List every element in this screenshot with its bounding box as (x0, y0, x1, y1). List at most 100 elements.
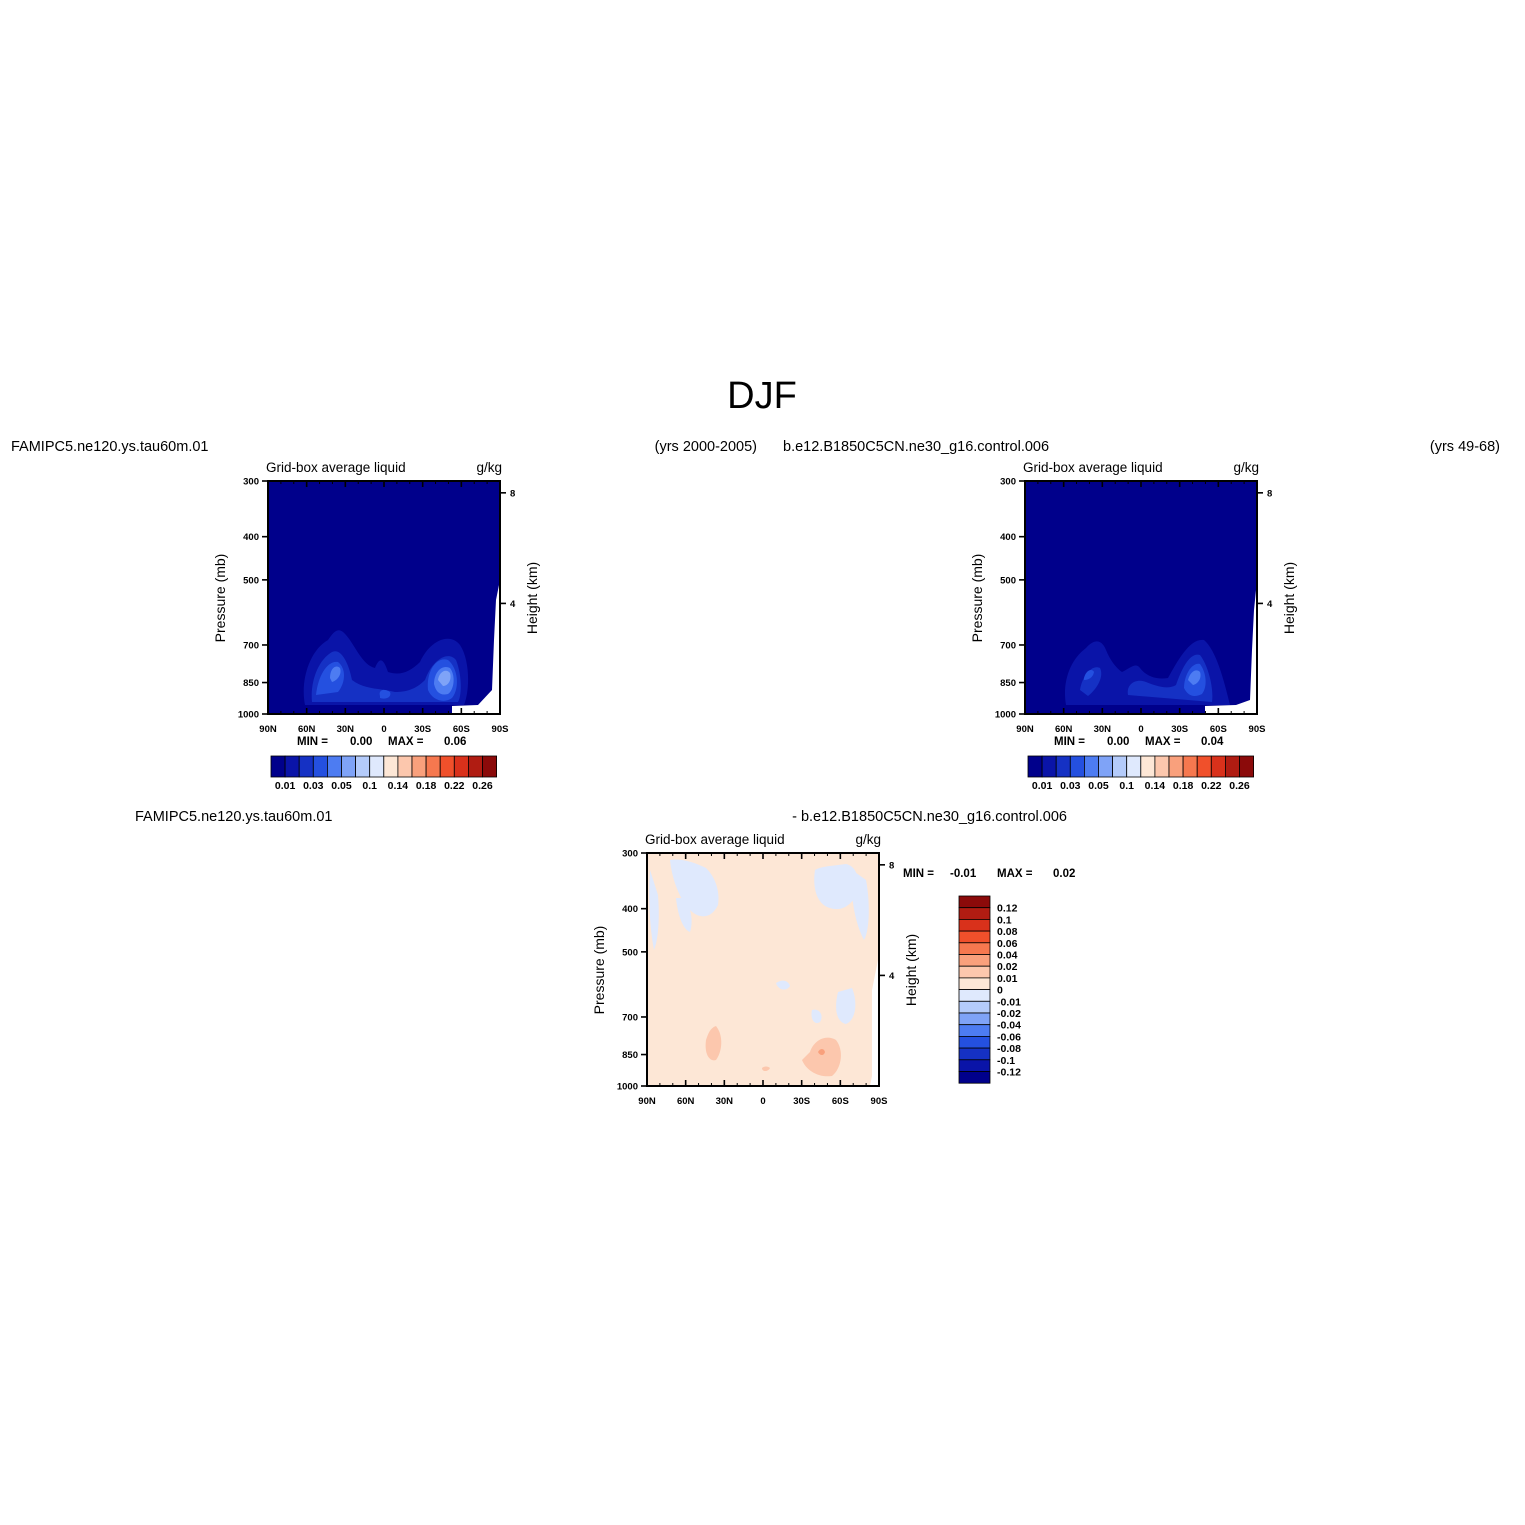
panel1-colorbar-label: 0.18 (416, 780, 437, 792)
panel1-ytick-label: 700 (243, 640, 259, 651)
panel1-contour-002 (311, 651, 461, 702)
panel1-colorbar-label: 0.01 (275, 780, 296, 792)
panel1-colorbar-box (270, 755, 286, 778)
panel2-colorbar-box (1055, 755, 1071, 778)
diff-title: Grid-box average liquid (645, 832, 785, 847)
diff-ytick-label: 850 (622, 1050, 638, 1061)
panel1-contour-004 (330, 666, 341, 682)
diff-xtick-label: 60S (832, 1096, 849, 1107)
panel2-ylabel-right: Height (km) (1281, 562, 1297, 634)
panel1-title: Grid-box average liquid (266, 460, 406, 475)
diff-contour-012 (762, 1066, 770, 1071)
panel2-min-label: MIN = (1054, 736, 1085, 748)
panel2-xtick-label: 90S (1249, 724, 1266, 735)
panel2-ytick-right-label: 8 (1267, 488, 1272, 499)
panel2-ytick-label: 1000 (995, 710, 1016, 721)
panel2-colorbar-label: 0.03 (1060, 780, 1081, 792)
panel1-colorbar: 0.01 0.03 0.05 0.1 0.14 0.18 0.22 0.26 (270, 755, 498, 792)
diff-contour-008 (776, 980, 790, 990)
panel1-xtick-label: 60S (453, 724, 470, 735)
diff-colorbar-box (958, 1071, 991, 1084)
diff-ytick-label: 500 (622, 947, 638, 958)
panel2-ytick-right-label: 4 (1267, 599, 1273, 610)
panel1-colorbar-label: 0.03 (303, 780, 324, 792)
panel1-colorbar-label: 0.14 (388, 780, 409, 792)
diff-colorbar-label: -0.02 (997, 1008, 1021, 1020)
panel2-xtick-label: 30S (1171, 724, 1188, 735)
diff-colorbar-box (958, 989, 991, 1002)
panel2-colorbar-box (1112, 755, 1128, 778)
panel2-ytick-label: 400 (1000, 532, 1016, 543)
diff-colorbar-label: 0.1 (997, 914, 1012, 926)
panel2-contour-004 (1084, 670, 1094, 680)
panel2-missing-data (1205, 580, 1257, 714)
diff-colorbar-label: 0.01 (997, 973, 1018, 985)
diff-ytick-right-label: 8 (889, 860, 894, 871)
diff-plot: Grid-box average liquid g/kg 90N 60N 30N 0 3… (591, 832, 1075, 1107)
diff-colorbar-label: 0.02 (997, 961, 1018, 973)
panel2-xtick-label: 90N (1016, 724, 1034, 735)
diff-colorbar-label: -0.06 (997, 1031, 1021, 1043)
panel2-colorbar-label: 0.1 (1119, 780, 1134, 792)
panel1-colorbar-box (482, 755, 498, 778)
panel1-ytick-right-label: 8 (510, 488, 515, 499)
panel1-colorbar-box (369, 755, 385, 778)
panel2-xtick-label: 0 (1138, 724, 1143, 735)
diff-xtick-label: 90N (638, 1096, 656, 1107)
panel1-colorbar-label: 0.26 (472, 780, 493, 792)
panel1-max-value: 0.06 (444, 736, 466, 748)
diff-xtick-label: 30S (793, 1096, 810, 1107)
panel1-ytick-label: 300 (243, 477, 259, 488)
diff-colorbar-label: -0.04 (997, 1020, 1021, 1032)
panel1-xtick-label: 0 (381, 724, 386, 735)
panel2-case-name: b.e12.B1850C5CN.ne30_g16.control.006 (783, 439, 1049, 455)
diff-colorbar-label: 0.04 (997, 950, 1018, 962)
diff-colorbar-box (958, 977, 991, 991)
panel1-colorbar-label: 0.22 (444, 780, 465, 792)
diff-colorbar-box (958, 1024, 991, 1037)
panel2-colorbar-label: 0.18 (1173, 780, 1194, 792)
panel1-colorbar-box (397, 755, 413, 778)
diff-colorbar-label: -0.12 (997, 1067, 1021, 1079)
diff-max-value: 0.02 (1053, 868, 1075, 880)
diff-colorbar-box (958, 942, 991, 955)
diff-ytick-label: 400 (622, 904, 638, 915)
diff-ytick-label: 300 (622, 849, 638, 860)
panel1-colorbar-box (467, 755, 483, 778)
panel2-colorbar-box (1154, 755, 1170, 778)
panel2-colorbar-box (1084, 755, 1099, 778)
diff-colorbar-label: 0 (997, 985, 1003, 997)
diff-max-label: MAX = (997, 868, 1033, 880)
diff-contour-009 (705, 1026, 722, 1061)
diff-case-left: FAMIPC5.ne120.ys.tau60m.01 (135, 809, 332, 825)
panel2-colorbar-box (1225, 755, 1240, 778)
diff-ylabel: Pressure (mb) (591, 926, 607, 1015)
diff-colorbar-box (958, 1012, 991, 1026)
panel2-colorbar-box (1140, 755, 1156, 778)
panel2-colorbar-label: 0.26 (1229, 780, 1250, 792)
panel2-xtick-label: 60S (1210, 724, 1227, 735)
diff-colorbar-box (958, 895, 991, 909)
diff-colorbar-label: 0.08 (997, 926, 1018, 938)
panel1-colorbar-box (411, 755, 427, 778)
diff-ytick-label: 700 (622, 1012, 638, 1023)
diff-contour-005 (676, 898, 692, 932)
panel1-colorbar-label: 0.05 (331, 780, 352, 792)
diff-colorbar-label: -0.01 (997, 996, 1021, 1008)
panel2-colorbar-box (1126, 755, 1142, 778)
panel1-ytick-right-label: 4 (510, 599, 516, 610)
diff-ytick-right-label: 4 (889, 971, 895, 982)
diff-missing-data (870, 955, 879, 1086)
panel1-min-value: 0.00 (350, 736, 372, 748)
panel2-plot: Grid-box average liquid g/kg 90N 60N 30N 0 3… (969, 460, 1297, 792)
panel1-xtick-label: 30N (337, 724, 355, 735)
panel1-xtick-label: 90N (259, 724, 277, 735)
diff-colorbar-box (958, 919, 991, 932)
panel1-colorbar-box (312, 755, 328, 778)
diff-contour-002 (649, 870, 659, 950)
diff-colorbar-box (958, 1000, 991, 1014)
panel1-ylabel-right: Height (km) (524, 562, 540, 634)
diff-colorbar-label: -0.08 (997, 1043, 1021, 1055)
panel1-ytick-label: 500 (243, 575, 259, 586)
diff-contour-006 (836, 988, 856, 1024)
